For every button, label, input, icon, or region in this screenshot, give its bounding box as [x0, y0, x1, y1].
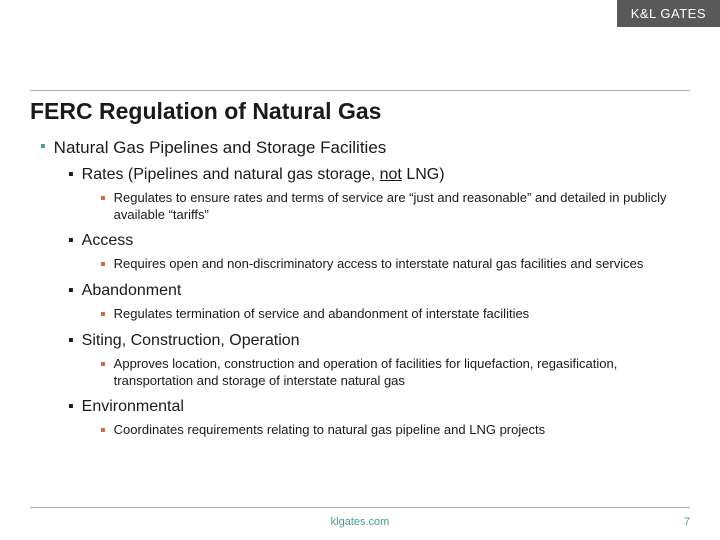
bullet-l2: ▪ Environmental [68, 398, 690, 416]
divider-top [30, 90, 690, 91]
slide-title: FERC Regulation of Natural Gas [30, 98, 381, 125]
bullet-marker: ▪ [40, 138, 46, 156]
content-area: ▪ Natural Gas Pipelines and Storage Faci… [30, 138, 690, 448]
bullet-l2: ▪ Rates (Pipelines and natural gas stora… [68, 166, 690, 184]
bullet-marker: ▪ [100, 422, 106, 440]
logo-bar: K&L GATES [617, 0, 720, 27]
bullet-l3: ▪ Coordinates requirements relating to n… [100, 422, 690, 440]
bullet-l2-text: Access [82, 232, 134, 250]
bullet-marker: ▪ [68, 166, 74, 184]
bullet-marker: ▪ [68, 232, 74, 250]
text-fragment: Rates (Pipelines and natural gas storage… [82, 166, 380, 183]
bullet-l2-text: Abandonment [82, 282, 182, 300]
bullet-marker: ▪ [68, 282, 74, 300]
bullet-l2: ▪ Abandonment [68, 282, 690, 300]
bullet-l2-text: Environmental [82, 398, 184, 416]
bullet-l3-text: Coordinates requirements relating to nat… [114, 422, 545, 439]
bullet-l2-text: Siting, Construction, Operation [82, 332, 300, 350]
bullet-l3: ▪ Regulates to ensure rates and terms of… [100, 190, 690, 224]
bullet-l3-text: Requires open and non-discriminatory acc… [114, 256, 644, 273]
bullet-l3: ▪ Requires open and non-discriminatory a… [100, 256, 690, 274]
bullet-marker: ▪ [68, 332, 74, 350]
bullet-l2-text: Rates (Pipelines and natural gas storage… [82, 166, 445, 184]
divider-bottom [30, 507, 690, 508]
footer-url: klgates.com [331, 516, 390, 528]
bullet-marker: ▪ [100, 356, 106, 374]
footer-page-number: 7 [684, 516, 690, 528]
bullet-l1-text: Natural Gas Pipelines and Storage Facili… [54, 138, 387, 158]
footer: klgates.com 7 [0, 516, 720, 528]
bullet-l3-text: Approves location, construction and oper… [114, 356, 680, 390]
bullet-l3-text: Regulates to ensure rates and terms of s… [114, 190, 680, 224]
text-underline: not [380, 166, 402, 183]
bullet-l1: ▪ Natural Gas Pipelines and Storage Faci… [40, 138, 690, 158]
bullet-l2: ▪ Siting, Construction, Operation [68, 332, 690, 350]
bullet-l3-text: Regulates termination of service and aba… [114, 306, 530, 323]
text-fragment: LNG) [402, 166, 445, 183]
bullet-marker: ▪ [100, 306, 106, 324]
bullet-marker: ▪ [68, 398, 74, 416]
bullet-l2: ▪ Access [68, 232, 690, 250]
bullet-l3: ▪ Approves location, construction and op… [100, 356, 690, 390]
bullet-marker: ▪ [100, 256, 106, 274]
bullet-marker: ▪ [100, 190, 106, 208]
bullet-l3: ▪ Regulates termination of service and a… [100, 306, 690, 324]
